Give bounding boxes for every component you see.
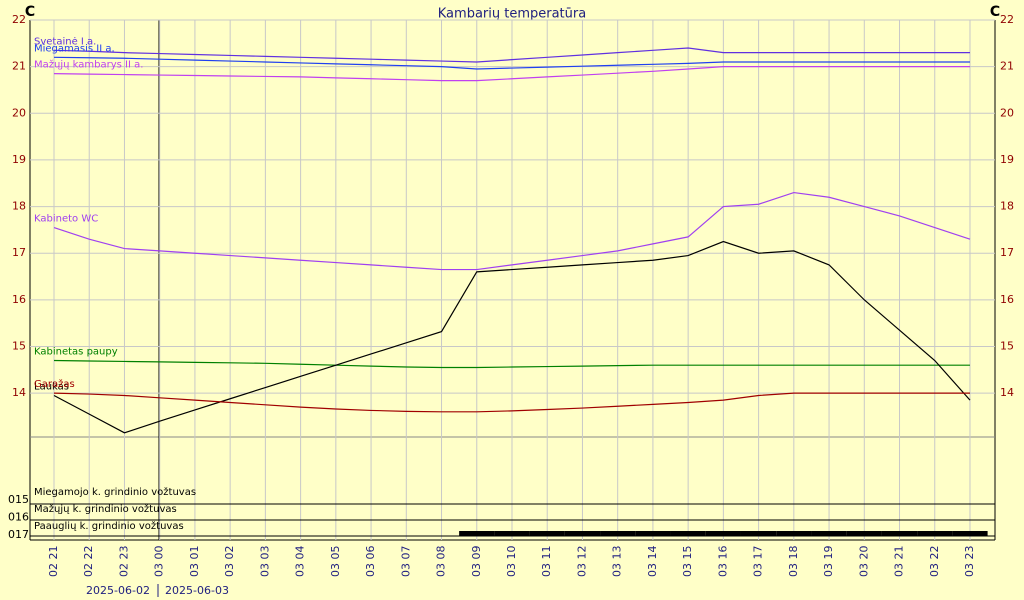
y2-tick-label: 17 — [1000, 246, 1014, 259]
series-label: Garažas — [34, 378, 75, 390]
x-tick-label: 03 16 — [716, 546, 729, 578]
series-label: Kabinetas paupy — [34, 347, 118, 358]
y-tick-label: 15 — [12, 340, 26, 353]
valve-state — [705, 531, 741, 536]
valve-state — [846, 531, 882, 536]
x-tick-label: 03 15 — [681, 546, 694, 578]
valve-state — [459, 531, 495, 536]
y-tick-label: 21 — [12, 60, 26, 73]
y2-tick-label: 19 — [1000, 153, 1014, 166]
x-tick-label: 03 20 — [857, 546, 870, 578]
series-line — [53, 56, 970, 70]
series-label: Mažųjų k. grindinio vožtuvas — [34, 503, 177, 515]
x-tick-label: 03 17 — [752, 546, 765, 578]
valve-state — [881, 531, 918, 536]
series-line — [53, 392, 970, 413]
row-label: 016 — [8, 511, 29, 524]
y2-tick-label: 20 — [1000, 106, 1014, 119]
y-tick-label: 20 — [12, 106, 26, 119]
y2-tick-label: 22 — [1000, 13, 1014, 26]
y-tick-label: 14 — [12, 386, 26, 399]
date-label: 2025-06-03 — [165, 584, 229, 597]
series-label: Miegamasis II a. — [34, 43, 115, 54]
valve-state — [740, 531, 777, 536]
date-label: 2025-06-02 — [86, 584, 150, 597]
y2-tick-label: 16 — [1000, 293, 1014, 306]
x-tick-label: 02 22 — [82, 546, 95, 578]
x-tick-label: 03 19 — [822, 546, 835, 578]
y-tick-label: 16 — [12, 293, 26, 306]
x-tick-label: 03 00 — [153, 546, 166, 578]
y-tick-label: 19 — [12, 153, 26, 166]
x-tick-label: 03 04 — [294, 546, 307, 578]
x-tick-label: 03 18 — [787, 546, 800, 578]
valve-state — [952, 531, 988, 536]
valve-state — [670, 531, 706, 536]
series-line — [53, 191, 971, 271]
y-tick-label: 18 — [12, 200, 26, 213]
series-label: Svetainė I a. — [34, 36, 96, 47]
x-tick-label: 03 13 — [611, 546, 624, 578]
series-label: Laukas — [34, 381, 69, 392]
x-tick-label: 03 02 — [223, 546, 236, 578]
chart-title: Kambarių temperatūra — [438, 7, 586, 22]
x-tick-label: 03 11 — [540, 546, 553, 578]
x-tick-label: 03 07 — [399, 546, 412, 578]
series-label: Kabineto WC — [34, 214, 98, 225]
y2-tick-label: 15 — [1000, 340, 1014, 353]
series-line — [53, 66, 970, 82]
valve-state — [776, 531, 812, 536]
valve-state — [635, 531, 671, 536]
row-label: 017 — [8, 528, 29, 541]
series-line — [53, 47, 970, 63]
row-label: 015 — [8, 493, 29, 506]
y2-tick-label: 14 — [1000, 386, 1014, 399]
valve-state — [600, 531, 636, 536]
x-tick-label: 03 03 — [258, 546, 271, 578]
x-tick-label: 03 09 — [470, 546, 483, 578]
x-tick-label: 03 10 — [505, 546, 518, 578]
y2-tick-label: 21 — [1000, 60, 1014, 73]
y-axis-unit: C — [25, 4, 35, 20]
x-tick-label: 03 12 — [575, 546, 588, 578]
x-tick-label: 03 06 — [364, 546, 377, 578]
valve-state — [494, 531, 530, 536]
series-label: Miegamojo k. grindinio vožtuvas — [34, 486, 196, 498]
series-label: Paauglių k. grindinio vožtuvas — [34, 520, 184, 532]
valve-state — [529, 531, 565, 536]
y2-axis-unit: C — [990, 4, 1000, 20]
y2-tick-label: 18 — [1000, 200, 1014, 213]
y-tick-label: 17 — [12, 246, 26, 259]
x-tick-label: 03 08 — [435, 546, 448, 578]
valve-state — [917, 531, 953, 536]
series-label: Mažųjų kambarys II a. — [34, 59, 143, 71]
x-tick-label: 02 21 — [47, 546, 60, 578]
x-tick-label: 03 01 — [188, 546, 201, 578]
x-tick-label: 03 05 — [329, 546, 342, 578]
valve-state — [564, 531, 601, 536]
x-tick-label: 03 23 — [963, 546, 976, 578]
series-line — [53, 240, 971, 434]
x-tick-label: 03 14 — [646, 546, 659, 578]
x-tick-label: 03 21 — [893, 546, 906, 578]
x-tick-label: 03 22 — [928, 546, 941, 578]
series-line — [53, 359, 970, 369]
x-tick-label: 02 23 — [117, 546, 130, 578]
y-tick-label: 22 — [12, 13, 26, 26]
valve-state — [811, 531, 847, 536]
